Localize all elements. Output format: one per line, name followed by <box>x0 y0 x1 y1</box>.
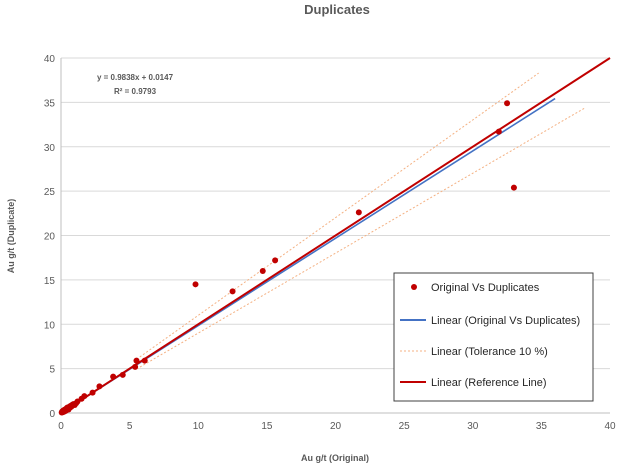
data-point <box>132 363 139 370</box>
data-point <box>510 184 517 191</box>
data-point <box>355 209 362 216</box>
chart-title: Duplicates <box>304 2 370 17</box>
legend: Original Vs Duplicates Linear (Original … <box>393 272 594 402</box>
y-tick-label: 30 <box>44 143 56 154</box>
trendline-equation: y = 0.9838x + 0.0147 <box>97 73 174 82</box>
y-axis-label: Au g/t (Duplicate) <box>6 199 16 274</box>
data-point <box>89 389 96 396</box>
y-tick-label: 15 <box>44 276 56 287</box>
y-tick-label: 10 <box>44 320 56 331</box>
data-point <box>110 373 117 380</box>
x-axis-label: Au g/t (Original) <box>301 453 369 463</box>
data-point <box>141 357 148 364</box>
x-tick-label: 25 <box>399 421 411 432</box>
reference-line <box>60 57 611 414</box>
x-tick-label: 30 <box>467 421 479 432</box>
legend-box <box>393 272 594 402</box>
data-point <box>272 257 279 264</box>
x-tick-label: 40 <box>604 421 616 432</box>
data-point <box>133 357 140 364</box>
legend-label-trend: Linear (Original Vs Duplicates) <box>431 315 580 327</box>
tolerance-line-lower <box>136 107 586 370</box>
y-tick-label: 5 <box>49 365 55 376</box>
x-tick-label: 15 <box>261 421 273 432</box>
x-tick-label: 5 <box>127 421 133 432</box>
y-tick-label: 25 <box>44 187 56 198</box>
x-tick-label: 20 <box>330 421 342 432</box>
y-tick-label: 0 <box>49 409 55 420</box>
data-point <box>192 281 199 288</box>
data-point <box>119 371 126 378</box>
x-tick-label: 0 <box>58 421 64 432</box>
y-tick-label: 35 <box>44 98 56 109</box>
data-point <box>504 100 511 107</box>
x-tick-label: 35 <box>536 421 548 432</box>
r-squared-label: R² = 0.9793 <box>114 87 157 96</box>
data-point <box>81 393 88 400</box>
legend-label-points: Original Vs Duplicates <box>431 282 540 294</box>
legend-label-tolerance: Linear (Tolerance 10 %) <box>431 346 548 358</box>
x-tick-label: 10 <box>193 421 205 432</box>
y-tick-label: 40 <box>44 54 56 65</box>
y-tick-label: 20 <box>44 232 56 243</box>
legend-label-reference: Linear (Reference Line) <box>431 377 547 389</box>
data-point <box>495 128 502 135</box>
data-point <box>229 288 236 295</box>
legend-marker-points <box>411 284 417 290</box>
data-point <box>259 268 266 274</box>
data-point <box>96 383 103 390</box>
